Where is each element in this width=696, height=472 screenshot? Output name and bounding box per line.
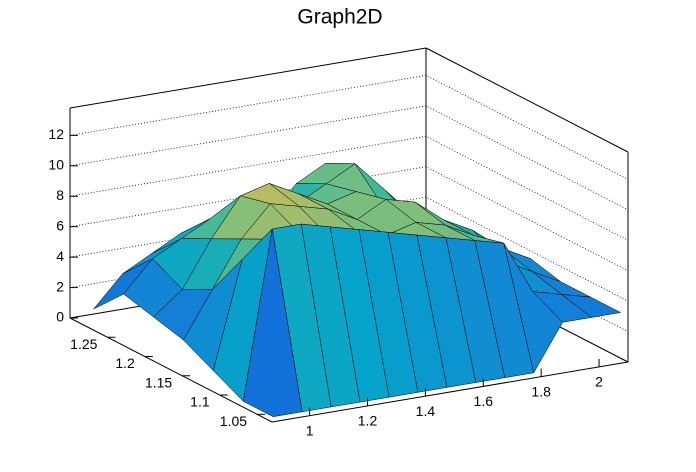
x-tick-label: 1.8: [531, 383, 551, 399]
y-tick-label: 1.25: [70, 336, 97, 352]
z-tick-label: 0: [56, 309, 64, 325]
y-tick-label: 1.2: [115, 355, 135, 371]
grid-line: [69, 135, 629, 241]
z-tick-label: 4: [56, 248, 64, 264]
surface-cell: [243, 228, 303, 417]
x-axis: [271, 361, 629, 423]
y-axis: [69, 317, 273, 423]
x-tick-label: 2: [595, 374, 603, 390]
z-tick-label: 12: [48, 126, 64, 142]
x-tick-label: 1: [306, 422, 314, 438]
z-tick-label: 2: [56, 278, 64, 294]
z-tick-label: 8: [56, 187, 64, 203]
z-tick-label: 10: [48, 157, 64, 173]
grid-line: [69, 74, 629, 180]
grid-line: [69, 166, 629, 272]
box-edge: [69, 47, 427, 109]
y-tick-label: 1.1: [190, 394, 210, 410]
z-tick-label: 6: [56, 217, 64, 233]
x-tick-label: 1.4: [416, 403, 436, 419]
x-tick-label: 1.2: [358, 413, 378, 429]
x-tick-label: 1.6: [474, 393, 494, 409]
chart-title: Graph2D: [297, 6, 382, 29]
box-edge: [425, 47, 629, 153]
y-tick-label: 1.05: [220, 413, 247, 429]
y-tick-label: 1.15: [145, 374, 172, 390]
grid-line: [69, 105, 629, 211]
